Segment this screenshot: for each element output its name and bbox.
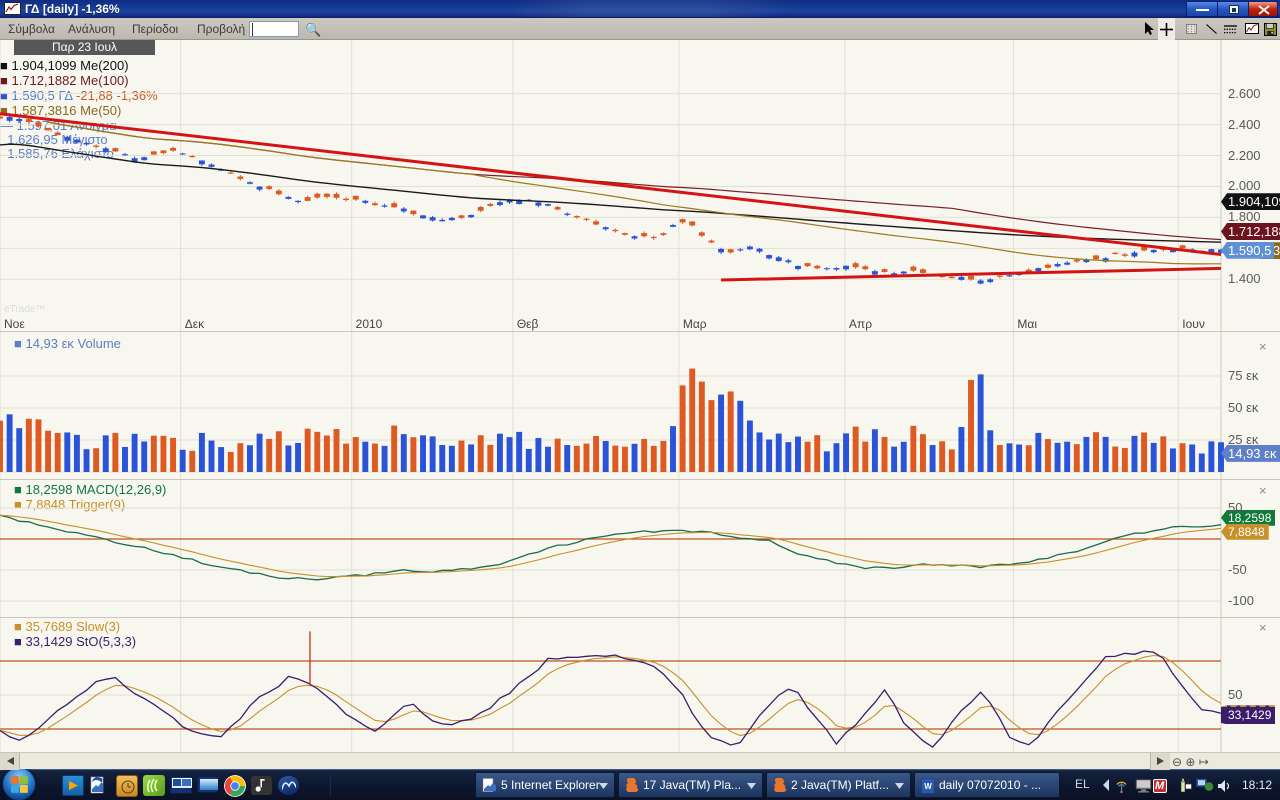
svg-text:W: W: [924, 782, 932, 791]
